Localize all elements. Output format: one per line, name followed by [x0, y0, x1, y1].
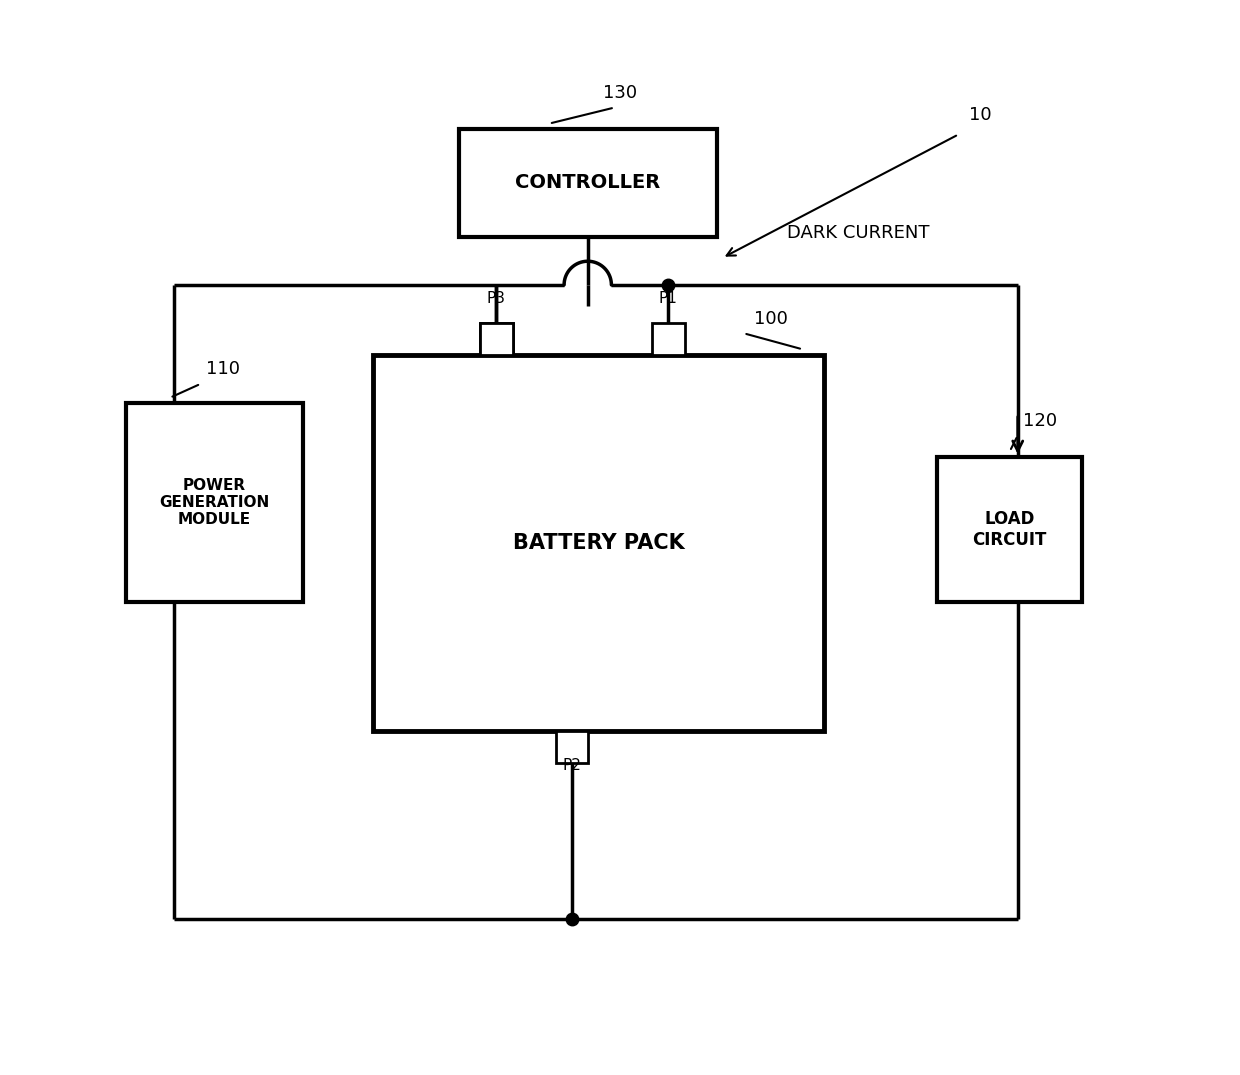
Text: DARK CURRENT: DARK CURRENT [786, 224, 929, 242]
Bar [556, 731, 588, 763]
Text: 10: 10 [970, 105, 992, 124]
Text: 110: 110 [206, 360, 241, 378]
Text: P3: P3 [487, 291, 506, 306]
Bar [125, 403, 303, 602]
Text: 130: 130 [603, 84, 637, 102]
Bar [480, 322, 512, 355]
Bar [652, 322, 684, 355]
Bar [459, 129, 717, 236]
Bar [480, 322, 512, 355]
Text: P2: P2 [562, 758, 582, 773]
Text: BATTERY PACK: BATTERY PACK [512, 533, 684, 553]
Text: 100: 100 [754, 310, 789, 328]
Text: P1: P1 [658, 291, 678, 306]
Text: LOAD
CIRCUIT: LOAD CIRCUIT [972, 510, 1047, 549]
Text: 120: 120 [1023, 412, 1058, 430]
Text: POWER
GENERATION
MODULE: POWER GENERATION MODULE [159, 477, 269, 528]
Bar [373, 355, 825, 731]
Text: CONTROLLER: CONTROLLER [515, 173, 661, 192]
Bar [937, 457, 1083, 602]
